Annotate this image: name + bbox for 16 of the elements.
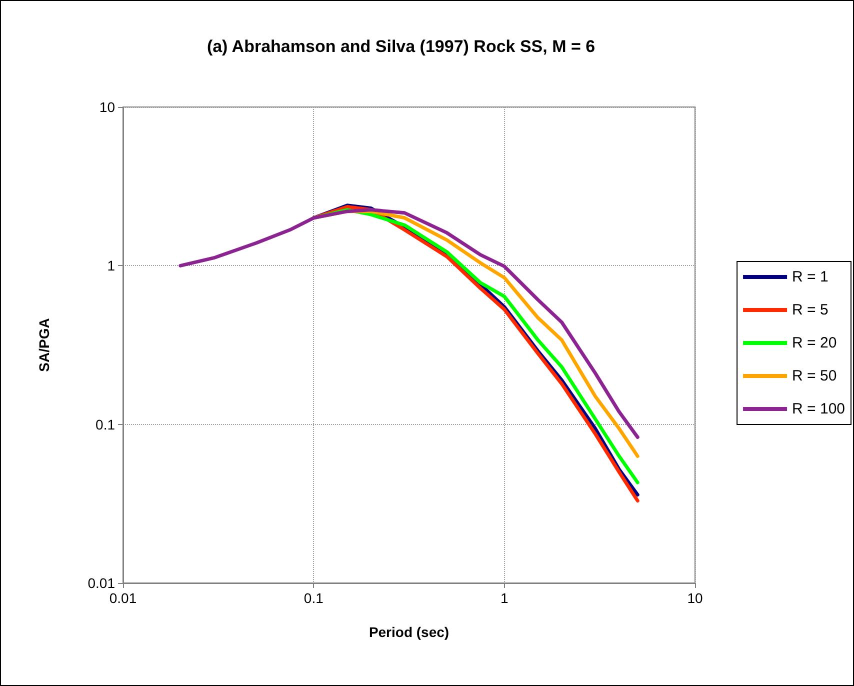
y-tick-label: 1: [107, 258, 116, 274]
x-tick-label: 10: [687, 590, 703, 606]
x-tick-label: 0.1: [304, 590, 324, 606]
chart-title: (a) Abrahamson and Silva (1997) Rock SS, M = 6: [206, 37, 596, 56]
x-tick-label: 1: [500, 590, 508, 606]
legend-label: R = 20: [792, 334, 837, 352]
legend-label: R = 50: [792, 368, 837, 384]
x-tick-label: 0.01: [109, 590, 137, 606]
legend-label: R = 100: [792, 400, 846, 418]
y-tick-label: 0.01: [88, 575, 116, 591]
legend-label: R = 5: [792, 302, 828, 318]
x-axis-title: Period (sec): [368, 624, 450, 640]
legend-label: R = 1: [792, 268, 828, 286]
y-axis-title: SA/PGA: [36, 318, 52, 372]
y-tick-label: 10: [99, 99, 116, 115]
y-tick-label: 0.1: [96, 416, 116, 432]
